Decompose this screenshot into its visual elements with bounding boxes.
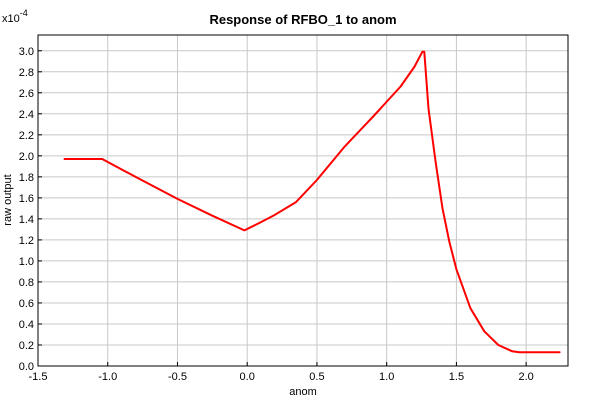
y-tick-label: 1.4	[19, 214, 34, 226]
y-tick-label: 1.0	[19, 256, 34, 268]
x-tick-label: -0.5	[168, 371, 187, 383]
y-tick-label: 0.6	[19, 298, 34, 310]
y-axis: 0.0 0.2 0.4 0.6 0.8 1.0 1.2 1.4 1.6 1.8 2.0 2.2 2.4 2…	[19, 46, 42, 373]
grid	[37, 35, 568, 367]
y-tick-label: 2.6	[19, 88, 34, 100]
y-tick-label: 1.6	[19, 193, 34, 205]
y-tick-label: 0.0	[19, 361, 34, 373]
y-tick-label: 2.2	[19, 130, 34, 142]
y-axis-label: raw output	[2, 174, 14, 225]
y-tick-label: 2.0	[19, 151, 34, 163]
y-tick-label: 1.8	[19, 172, 34, 184]
y-tick-label: 2.8	[19, 67, 34, 79]
y-tick-label: 0.8	[19, 277, 34, 289]
multiplier-exponent: -4	[20, 8, 28, 18]
y-tick-label: 3.0	[19, 46, 34, 58]
y-axis-multiplier: x10-4	[2, 8, 28, 25]
x-axis-label: anom	[289, 386, 317, 398]
y-tick-label: 0.4	[19, 319, 34, 331]
x-tick-label: 2.0	[519, 371, 534, 383]
series-layer	[63, 50, 561, 354]
y-tick-label: 1.2	[19, 235, 34, 247]
x-tick-label: 1.5	[449, 371, 464, 383]
y-tick-label: 0.2	[19, 340, 34, 352]
x-tick-label: 0.5	[309, 371, 324, 383]
x-axis: -1.5 -1.0 -0.5 0.0 0.5 1.0 1.5 2.0	[29, 362, 534, 383]
plot-frame	[37, 34, 569, 367]
x-tick-label: -1.5	[29, 371, 48, 383]
multiplier-base: x10	[2, 13, 20, 25]
x-tick-label: 0.0	[240, 371, 255, 383]
x-tick-label: -1.0	[98, 371, 117, 383]
y-tick-label: 2.4	[19, 109, 34, 121]
chart-title: Response of RFBO_1 to anom	[209, 12, 396, 27]
response-line	[63, 50, 561, 354]
x-tick-label: 1.0	[379, 371, 394, 383]
